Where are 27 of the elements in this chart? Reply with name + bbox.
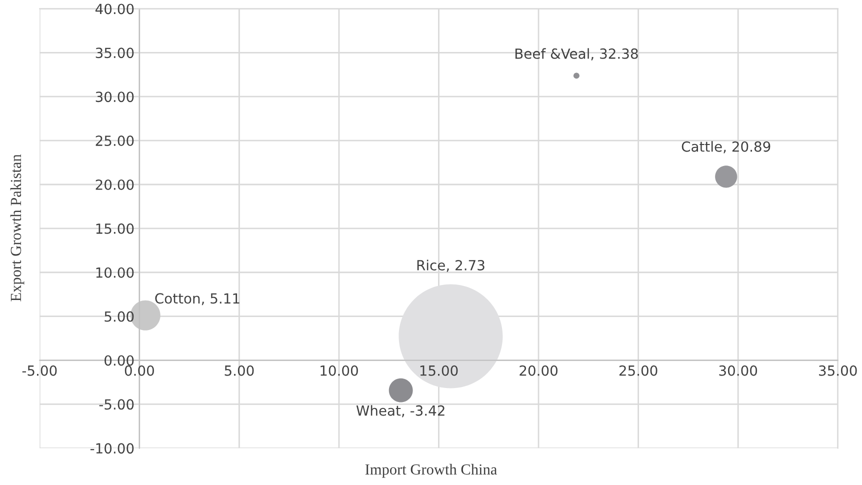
- y-tick-label: 30.00: [96, 92, 134, 102]
- y-tick-label: -5.00: [99, 399, 134, 410]
- x-tick-label: 0.00: [124, 365, 154, 376]
- y-tick-label: 25.00: [96, 136, 134, 146]
- x-tick-label: -5.00: [22, 365, 57, 376]
- y-tick-label: -10.00: [90, 443, 134, 454]
- x-tick-label: 15.00: [420, 365, 458, 376]
- data-label: Wheat, -3.42: [356, 405, 444, 418]
- y-tick-label: 20.00: [96, 179, 134, 190]
- y-tick-label: 15.00: [96, 223, 134, 234]
- y-tick-label: 40.00: [95, 4, 134, 14]
- data-label: Rice, 2.73: [417, 260, 484, 272]
- x-tick-label: 25.00: [619, 365, 658, 376]
- data-label: Cattle, 20.89: [682, 141, 770, 154]
- data-label: Cotton, 5.11: [155, 293, 240, 306]
- x-tick-label: 10.00: [320, 365, 358, 376]
- x-tick-label: 30.00: [719, 365, 758, 376]
- y-axis-title: Export Growth Pakistan: [10, 154, 24, 302]
- y-tick-label: 0.00: [104, 355, 134, 366]
- x-tick-label: 5.00: [224, 365, 254, 376]
- y-tick-label: 5.00: [104, 311, 134, 322]
- x-axis-title: Import Growth China: [365, 464, 497, 478]
- data-label: Beef &Veal, 32.38: [515, 48, 638, 60]
- y-tick-label: 10.00: [96, 267, 134, 278]
- x-tick-label: 35.00: [819, 365, 857, 376]
- x-tick-label: 20.00: [520, 365, 558, 376]
- y-tick-label: 35.00: [96, 48, 134, 58]
